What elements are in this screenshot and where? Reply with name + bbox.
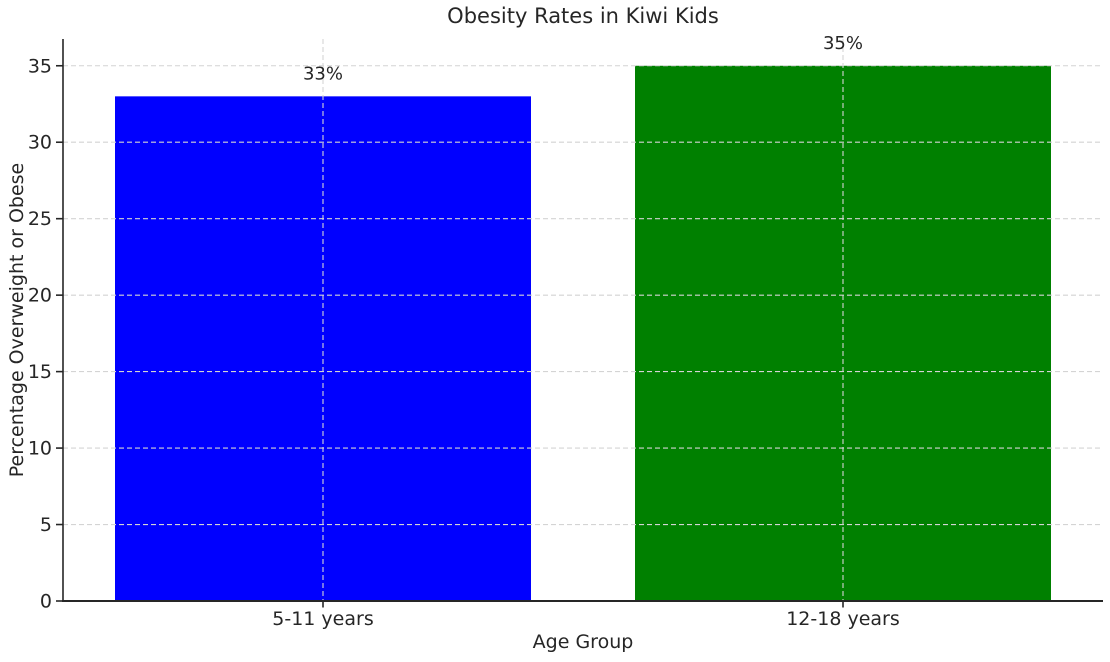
bar-value-label: 33% bbox=[303, 63, 343, 84]
y-tick-label: 20 bbox=[28, 285, 52, 307]
y-tick-label: 35 bbox=[28, 55, 52, 77]
y-axis-label: Percentage Overweight or Obese bbox=[6, 162, 28, 478]
x-tick-label: 5-11 years bbox=[272, 608, 373, 630]
bar-value-label: 35% bbox=[823, 33, 863, 54]
y-tick-label: 15 bbox=[28, 361, 52, 383]
x-tick-label: 12-18 years bbox=[786, 608, 900, 630]
bar-5-11-years bbox=[115, 96, 531, 602]
y-tick-label: 30 bbox=[28, 132, 52, 154]
y-tick-label: 25 bbox=[28, 208, 52, 230]
y-tick-label: 0 bbox=[40, 591, 52, 613]
y-tick-label: 5 bbox=[40, 514, 52, 536]
chart-title: Obesity Rates in Kiwi Kids bbox=[447, 4, 719, 28]
y-tick-label: 10 bbox=[28, 438, 52, 460]
x-axis-label: Age Group bbox=[532, 631, 634, 653]
